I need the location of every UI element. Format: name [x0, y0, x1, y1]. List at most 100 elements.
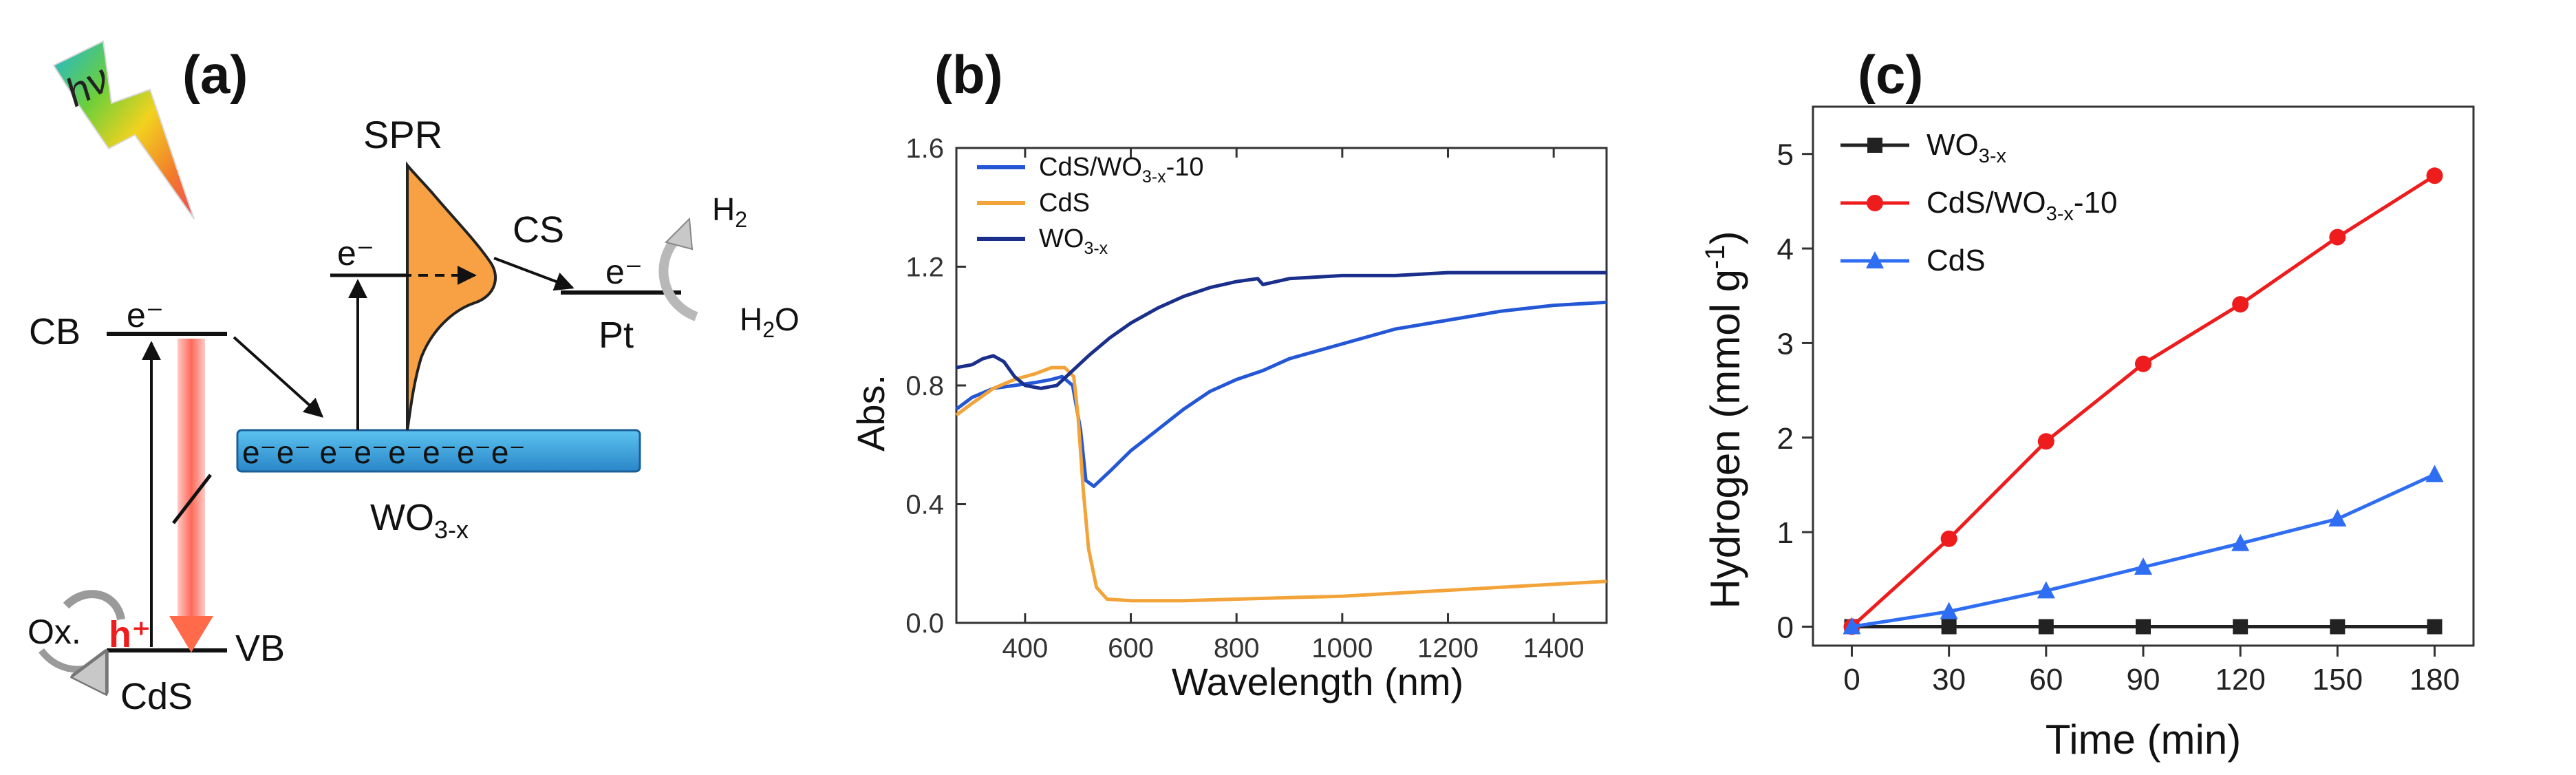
chart-c-point-0	[2330, 619, 2346, 635]
chart-b-ylabel: Abs.	[849, 374, 892, 452]
chart-b-legend-label-1-base: CdS	[1039, 189, 1090, 217]
pt-electron: e⁻	[605, 253, 643, 291]
chart-b-series-line-0	[955, 300, 1607, 489]
h2-evolution-arrow-body	[658, 234, 698, 321]
cb-label: CB	[29, 311, 80, 352]
spr-label: SPR	[363, 113, 442, 156]
chart-c-hydrogen: (c) Hydrogen (mmol g-1) Time (min) 0 30 60…	[1700, 44, 2475, 763]
chart-b-panel-label: (b)	[934, 44, 1003, 105]
chart-c-xtick-label: 180	[2409, 663, 2460, 697]
chart-c-point-0	[2233, 619, 2248, 635]
chart-c-legend-label-0-sub: 3-x	[1979, 145, 2007, 167]
cb-electron: e⁻	[127, 296, 164, 335]
chart-b-series-line-2	[956, 270, 1607, 390]
chart-c-point-1	[2037, 433, 2054, 450]
recombination-arrow-body	[178, 339, 205, 621]
chart-c-xtick-label: 120	[2215, 663, 2265, 697]
chart-b-xtick-label: 1200	[1417, 633, 1479, 663]
chart-b-legend-label-2-base: WO	[1039, 224, 1084, 253]
chart-b-legend-label-1: CdS	[1039, 189, 1090, 217]
chart-c-xtick-label: 150	[2312, 663, 2363, 697]
chart-c-panel-label: (c)	[1858, 44, 1923, 105]
chart-c-ytick-label: 2	[1777, 422, 1794, 456]
recombination-arrow-head	[169, 616, 213, 652]
ox-curved-arrow-icon	[63, 590, 125, 621]
chart-c-legend-label-2-base: CdS	[1926, 244, 1986, 277]
chart-c-xlabel: Time (min)	[2046, 716, 2241, 763]
chart-b-xtick-label: 800	[1214, 633, 1260, 663]
chart-b-ytick-label: 0.0	[905, 608, 944, 639]
chart-c-point-2	[2425, 465, 2444, 482]
light-bolt-icon: hν	[52, 40, 195, 220]
chart-c-legend-label-0: WO3-x	[1926, 128, 2007, 167]
ox-label: Ox.	[28, 613, 81, 651]
chart-c-legend-marker-1	[1867, 195, 1883, 211]
chart-c-xtick-label: 30	[1932, 663, 1966, 697]
chart-c-point-2	[1940, 602, 1958, 619]
chart-c-xtick-label: 0	[1843, 663, 1860, 697]
chart-c-point-0	[2038, 619, 2054, 635]
chart-c-legend-label-1-sub: 3-x	[2046, 203, 2074, 225]
chart-c-point-0	[2427, 619, 2443, 635]
chart-c-point-2	[2037, 581, 2055, 599]
chart-b-legend-label-0-tail: -10	[1166, 153, 1204, 182]
chart-b-legend-label-2-sub: 3-x	[1084, 239, 1108, 258]
chart-c-legend-label-1-tail: -10	[2074, 186, 2118, 220]
chart-c-point-0	[1941, 619, 1957, 635]
vb-label: VB	[235, 628, 285, 669]
chart-b-absorbance: (b) Abs. Wavelength (nm) 400 600 800 1000 12…	[849, 44, 1608, 703]
chart-c-point-1	[2135, 355, 2151, 372]
chart-b-ytick-label: 0.4	[905, 490, 944, 520]
chart-b-legend-label-0: CdS/WO3-x-10	[1039, 153, 1204, 187]
chart-c-point-1	[2232, 296, 2249, 313]
chart-b-xtick-label: 1000	[1311, 633, 1373, 663]
h2o-label: H2O	[740, 301, 799, 342]
hole-label: h⁺	[109, 614, 151, 655]
chart-c-ylabel: Hydrogen (mmol g-1)	[1700, 231, 1748, 608]
chart-c-legend-marker-2	[1866, 251, 1884, 268]
chart-c-xtick-label: 90	[2127, 663, 2160, 697]
chart-c-ytick-label: 3	[1777, 327, 1794, 361]
cs-arrow	[493, 257, 575, 291]
chart-c-point-2	[2134, 557, 2152, 575]
chart-b-xlabel: Wavelength (nm)	[1172, 660, 1463, 703]
chart-b-series-line-1	[955, 365, 1607, 603]
chart-b-ytick-label: 1.2	[905, 253, 944, 283]
blocked-cross	[172, 474, 212, 524]
chart-b-xtick-label: 1400	[1523, 633, 1585, 663]
chart-b-legend-label-2: WO3-x	[1039, 224, 1108, 258]
chart-c-ytick-label: 0	[1777, 611, 1794, 645]
chart-b-legend-label-0-sub: 3-x	[1142, 167, 1166, 187]
transfer-arrow	[233, 336, 324, 418]
chart-c-legend-label-0-base: WO	[1926, 128, 1979, 162]
chart-c-point-2	[1843, 617, 1861, 635]
chart-c-xtick-label: 60	[2029, 663, 2063, 697]
chart-b-ytick-label: 1.6	[905, 134, 944, 164]
chart-c-ytick-label: 1	[1777, 516, 1794, 550]
chart-c-point-2	[2328, 509, 2347, 527]
cs-label: CS	[513, 209, 564, 251]
chart-c-legend-marker-0	[1867, 138, 1882, 153]
band-electrons: e⁻e⁻ e⁻e⁻e⁻e⁻e⁻e⁻	[242, 434, 526, 470]
chart-c-legend-label-1: CdS/WO3-x-10	[1926, 186, 2117, 225]
chart-c-point-2	[2231, 533, 2250, 551]
panel-a-label: (a)	[182, 44, 248, 105]
chart-c-point-0	[2136, 619, 2151, 635]
chart-b-ytick-label: 0.8	[905, 371, 944, 401]
h2-evolution-arrowhead-icon	[665, 217, 694, 251]
pt-label: Pt	[599, 315, 634, 356]
h2-label: H2	[712, 191, 747, 232]
chart-c-point-1	[2426, 167, 2443, 184]
chart-c-point-1	[1940, 530, 1957, 547]
chart-c-ytick-label: 5	[1777, 138, 1794, 172]
ox-return-arrow-icon	[39, 650, 103, 670]
chart-c-series-line-2	[1852, 473, 2436, 628]
wo3-label: WO3-x	[370, 497, 469, 544]
chart-b-xtick-label: 600	[1108, 633, 1154, 663]
wo3-electron-band	[236, 429, 641, 473]
chart-b-xtick-label: 400	[1002, 633, 1049, 663]
spr-peak	[406, 161, 497, 431]
chart-c-legend-label-2: CdS	[1926, 244, 1986, 277]
chart-c-point-1	[2329, 229, 2346, 246]
